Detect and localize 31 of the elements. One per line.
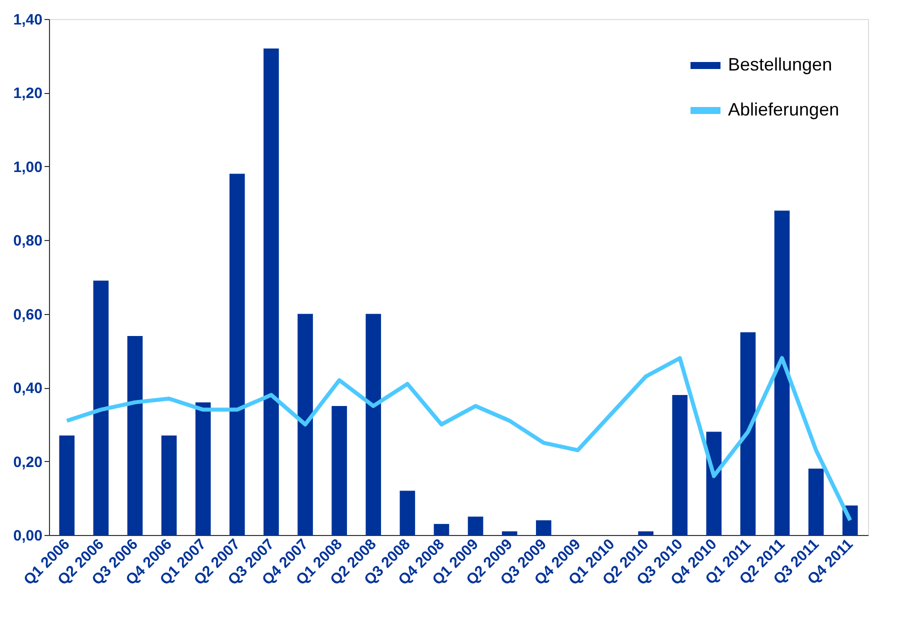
legend-label: Bestellungen: [728, 54, 832, 74]
y-tick-label: 1,20: [13, 85, 42, 102]
bar: [195, 402, 211, 535]
bar: [638, 531, 654, 535]
bar: [468, 516, 484, 535]
bar: [93, 280, 109, 535]
bar: [229, 174, 245, 535]
y-tick-label: 1,40: [13, 12, 42, 28]
bar: [298, 314, 313, 535]
bar: [774, 210, 790, 535]
bar: [366, 314, 382, 535]
bar: [502, 531, 518, 535]
line-series: [64, 356, 852, 522]
bar: [808, 468, 824, 535]
bar: [400, 490, 416, 535]
bar: [740, 332, 756, 535]
bar: [127, 336, 143, 535]
bar: [264, 48, 279, 535]
y-tick-label: 0,20: [13, 454, 42, 471]
bar: [161, 435, 177, 535]
y-tick-label: 1,00: [13, 158, 42, 176]
y-tick-label: 0,00: [13, 528, 42, 544]
bar: [59, 435, 75, 535]
bar: [434, 524, 450, 535]
y-tick-label: 0,60: [13, 306, 42, 324]
y-tick-label: 0,80: [13, 232, 42, 250]
bar: [332, 406, 347, 535]
y-tick-label: 0,40: [13, 380, 42, 398]
legend-label: Ablieferungen: [728, 100, 840, 120]
bar: [672, 394, 688, 535]
bar: [536, 520, 552, 535]
